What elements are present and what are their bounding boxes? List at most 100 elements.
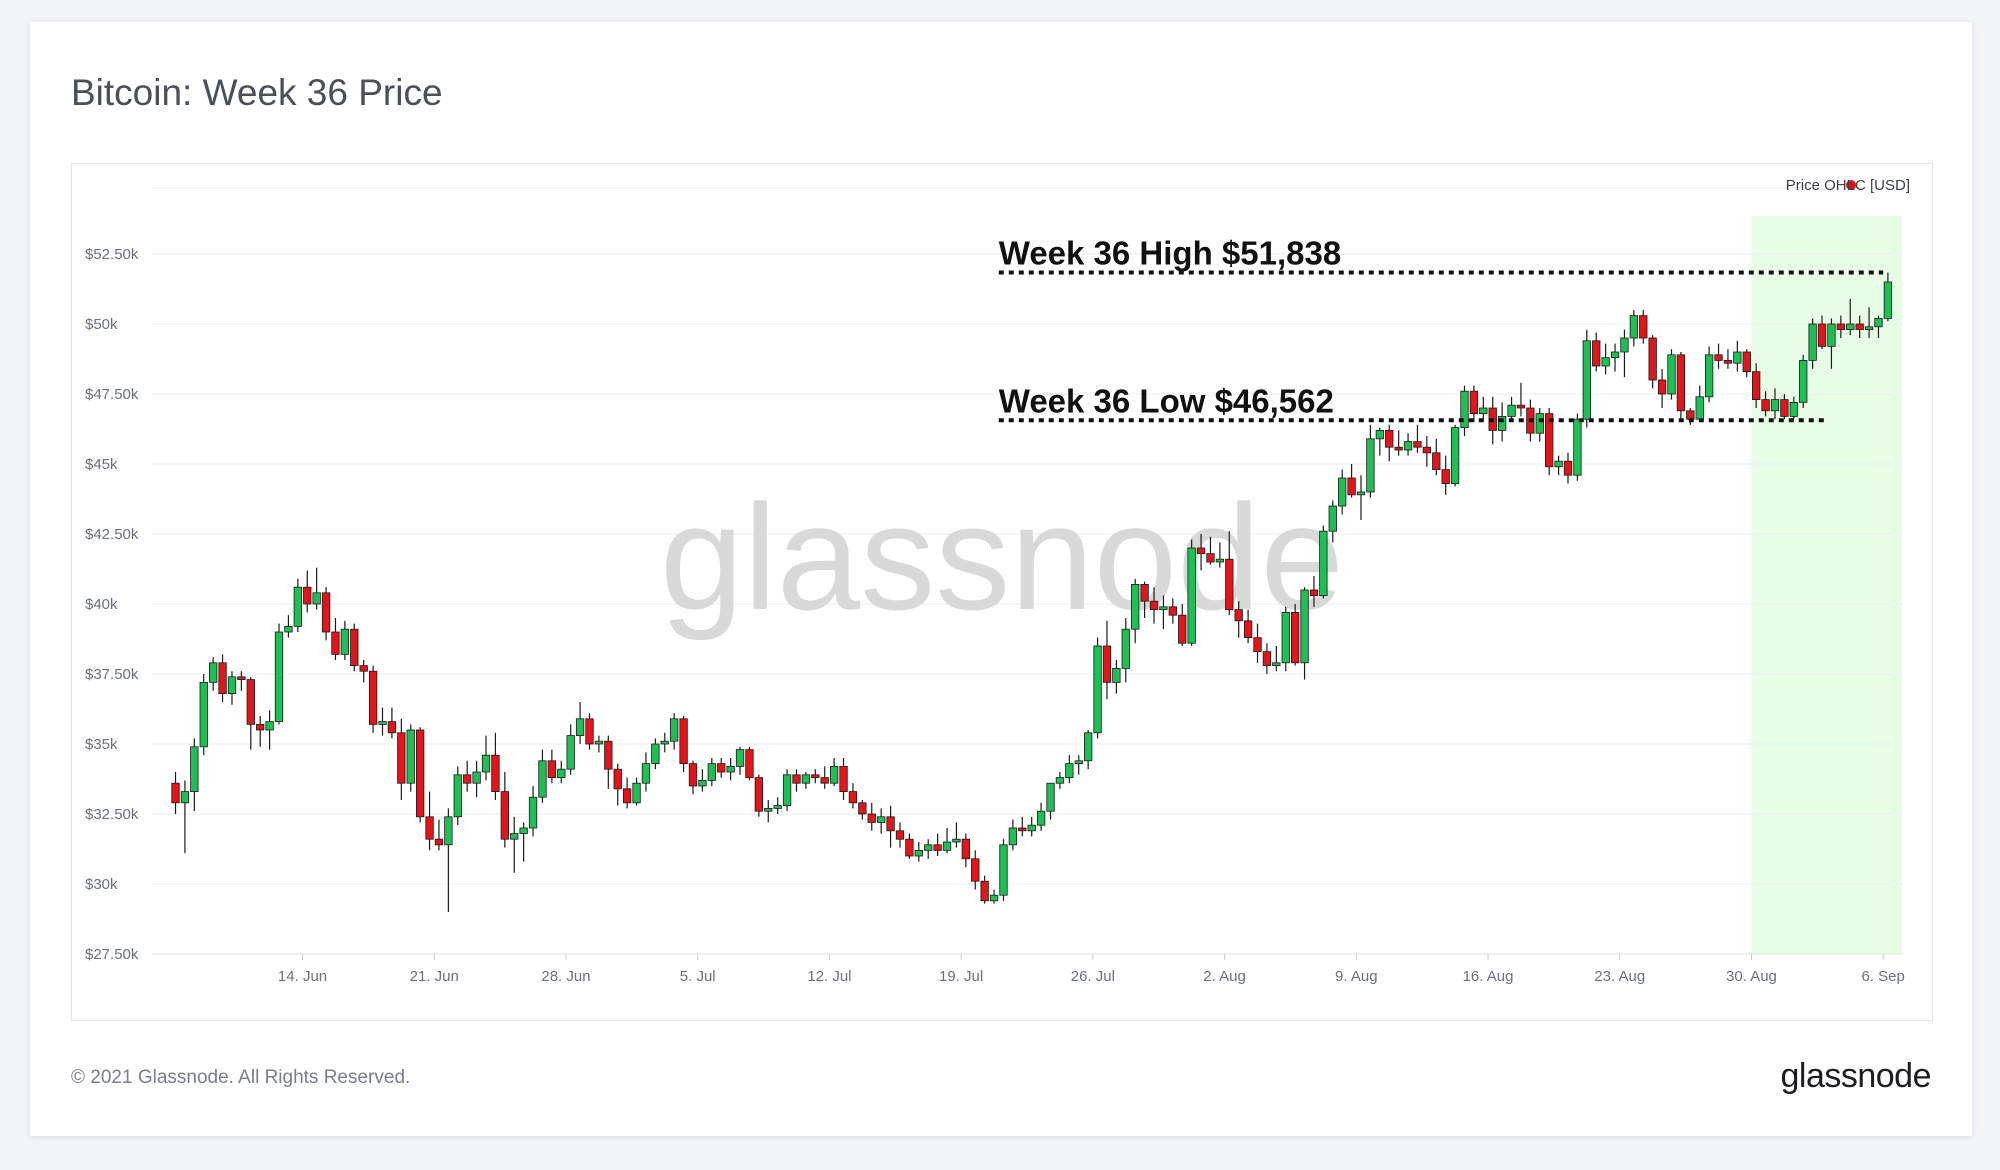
candle[interactable]: [1770, 388, 1780, 420]
candle[interactable]: [1206, 536, 1215, 565]
candle[interactable]: [246, 676, 255, 750]
candle[interactable]: [1479, 396, 1488, 420]
candle[interactable]: [1780, 394, 1789, 420]
candle[interactable]: [961, 833, 970, 868]
candle[interactable]: [1789, 396, 1798, 420]
candle[interactable]: [1846, 298, 1855, 336]
candle[interactable]: [1460, 385, 1469, 436]
candle[interactable]: [1356, 475, 1366, 520]
candle[interactable]: [566, 724, 575, 775]
candle[interactable]: [1112, 660, 1121, 694]
candle[interactable]: [1629, 310, 1639, 347]
candle[interactable]: [1563, 452, 1573, 484]
candle[interactable]: [1225, 531, 1234, 616]
candle[interactable]: [209, 657, 218, 691]
candle[interactable]: [293, 578, 302, 632]
candle[interactable]: [782, 769, 792, 812]
candle[interactable]: [1573, 413, 1582, 481]
candle[interactable]: [1874, 315, 1883, 338]
candle[interactable]: [491, 732, 500, 800]
candle[interactable]: [1432, 438, 1441, 476]
candle[interactable]: [867, 802, 876, 831]
candle[interactable]: [924, 839, 933, 859]
candle[interactable]: [971, 850, 980, 890]
candle[interactable]: [1046, 782, 1055, 820]
candle[interactable]: [1178, 604, 1187, 646]
candle[interactable]: [829, 758, 839, 786]
candle[interactable]: [1093, 637, 1102, 739]
candle[interactable]: [1131, 578, 1140, 644]
candle[interactable]: [1657, 368, 1667, 408]
candle[interactable]: [1385, 424, 1394, 462]
candle[interactable]: [1450, 424, 1460, 487]
candle[interactable]: [199, 674, 208, 756]
candle[interactable]: [472, 760, 481, 798]
candle[interactable]: [284, 615, 293, 638]
candle[interactable]: [557, 760, 566, 784]
candle[interactable]: [688, 760, 698, 795]
candle[interactable]: [754, 774, 764, 817]
candle[interactable]: [877, 808, 886, 834]
candle[interactable]: [1309, 576, 1319, 607]
candle[interactable]: [604, 735, 613, 789]
candle[interactable]: [481, 735, 491, 781]
candle[interactable]: [359, 660, 368, 683]
candle[interactable]: [1704, 346, 1714, 403]
candle[interactable]: [1742, 349, 1751, 378]
candle[interactable]: [698, 769, 707, 792]
candle[interactable]: [180, 780, 190, 854]
candle[interactable]: [237, 671, 246, 691]
candle[interactable]: [726, 758, 735, 781]
candle[interactable]: [1243, 609, 1253, 644]
candle[interactable]: [1074, 755, 1083, 775]
candle[interactable]: [717, 758, 726, 778]
candle[interactable]: [575, 702, 585, 744]
candle[interactable]: [1817, 315, 1827, 350]
candle[interactable]: [1554, 455, 1563, 476]
candle[interactable]: [1733, 340, 1742, 372]
candle[interactable]: [547, 749, 557, 784]
candle[interactable]: [1290, 604, 1300, 666]
candle[interactable]: [1752, 363, 1761, 408]
candle[interactable]: [820, 766, 829, 789]
candle[interactable]: [1366, 424, 1375, 498]
candle[interactable]: [1084, 730, 1093, 770]
candle[interactable]: [1253, 623, 1262, 663]
candle[interactable]: [858, 800, 867, 820]
candle[interactable]: [594, 735, 604, 753]
candle[interactable]: [1592, 332, 1601, 372]
candle[interactable]: [312, 567, 321, 610]
candle[interactable]: [1610, 343, 1620, 372]
candle[interactable]: [1168, 598, 1177, 624]
candle[interactable]: [1121, 618, 1130, 683]
candle[interactable]: [707, 758, 716, 786]
candle[interactable]: [528, 786, 538, 837]
candle[interactable]: [331, 618, 340, 660]
candle[interactable]: [387, 707, 397, 739]
candle[interactable]: [1140, 581, 1149, 618]
candle[interactable]: [1695, 385, 1704, 422]
candle[interactable]: [632, 777, 641, 806]
candle[interactable]: [1723, 349, 1733, 369]
candle[interactable]: [1620, 329, 1629, 378]
candle[interactable]: [1582, 329, 1591, 428]
candle[interactable]: [190, 738, 199, 812]
candle[interactable]: [1883, 272, 1893, 322]
legend-label[interactable]: Price OHLC [USD]: [1786, 177, 1910, 194]
candle[interactable]: [811, 769, 820, 784]
candle[interactable]: [1328, 500, 1337, 543]
candle[interactable]: [1413, 424, 1422, 453]
candle[interactable]: [1667, 349, 1676, 400]
candle[interactable]: [415, 727, 425, 823]
candle[interactable]: [999, 839, 1008, 901]
candle[interactable]: [425, 791, 434, 851]
candle[interactable]: [1215, 542, 1225, 568]
candle[interactable]: [1281, 606, 1290, 672]
candle[interactable]: [801, 772, 811, 789]
candle[interactable]: [980, 875, 989, 904]
candle[interactable]: [321, 587, 331, 641]
candle[interactable]: [1347, 464, 1356, 498]
candle[interactable]: [397, 718, 406, 800]
candle[interactable]: [1300, 587, 1309, 680]
candle[interactable]: [1507, 396, 1516, 422]
